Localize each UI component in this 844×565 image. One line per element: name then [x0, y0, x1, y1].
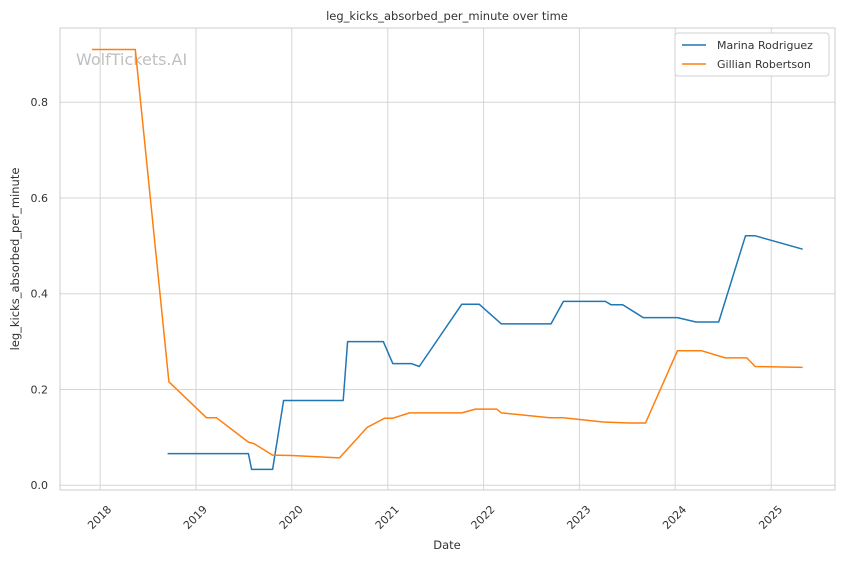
y-tick-label-0.6: 0.6: [31, 192, 49, 205]
series-layer: [92, 48, 803, 471]
watermark-text: WolfTickets.AI: [76, 50, 187, 69]
chart-title: leg_kicks_absorbed_per_minute over time: [326, 9, 568, 23]
series-line-marina-rodriguez: [167, 235, 803, 471]
legend-box: [674, 32, 830, 77]
legend-label-gillian: Gillian Robertson: [717, 58, 811, 71]
plot-frame: [59, 27, 836, 491]
legend-label-marina: Marina Rodriguez: [717, 39, 813, 52]
y-tick-label-0.2: 0.2: [31, 383, 49, 396]
series-line-gillian-robertson: [92, 48, 803, 459]
y-axis-label: leg_kicks_absorbed_per_minute: [8, 168, 22, 351]
y-tick-label-0.8: 0.8: [31, 96, 49, 109]
legend: Marina Rodriguez Gillian Robertson: [674, 32, 830, 77]
y-tick-label-0.4: 0.4: [31, 288, 49, 301]
x-axis-label: Date: [433, 538, 461, 552]
grid-layer: [60, 28, 835, 490]
y-tick-label-0.0: 0.0: [31, 479, 49, 492]
